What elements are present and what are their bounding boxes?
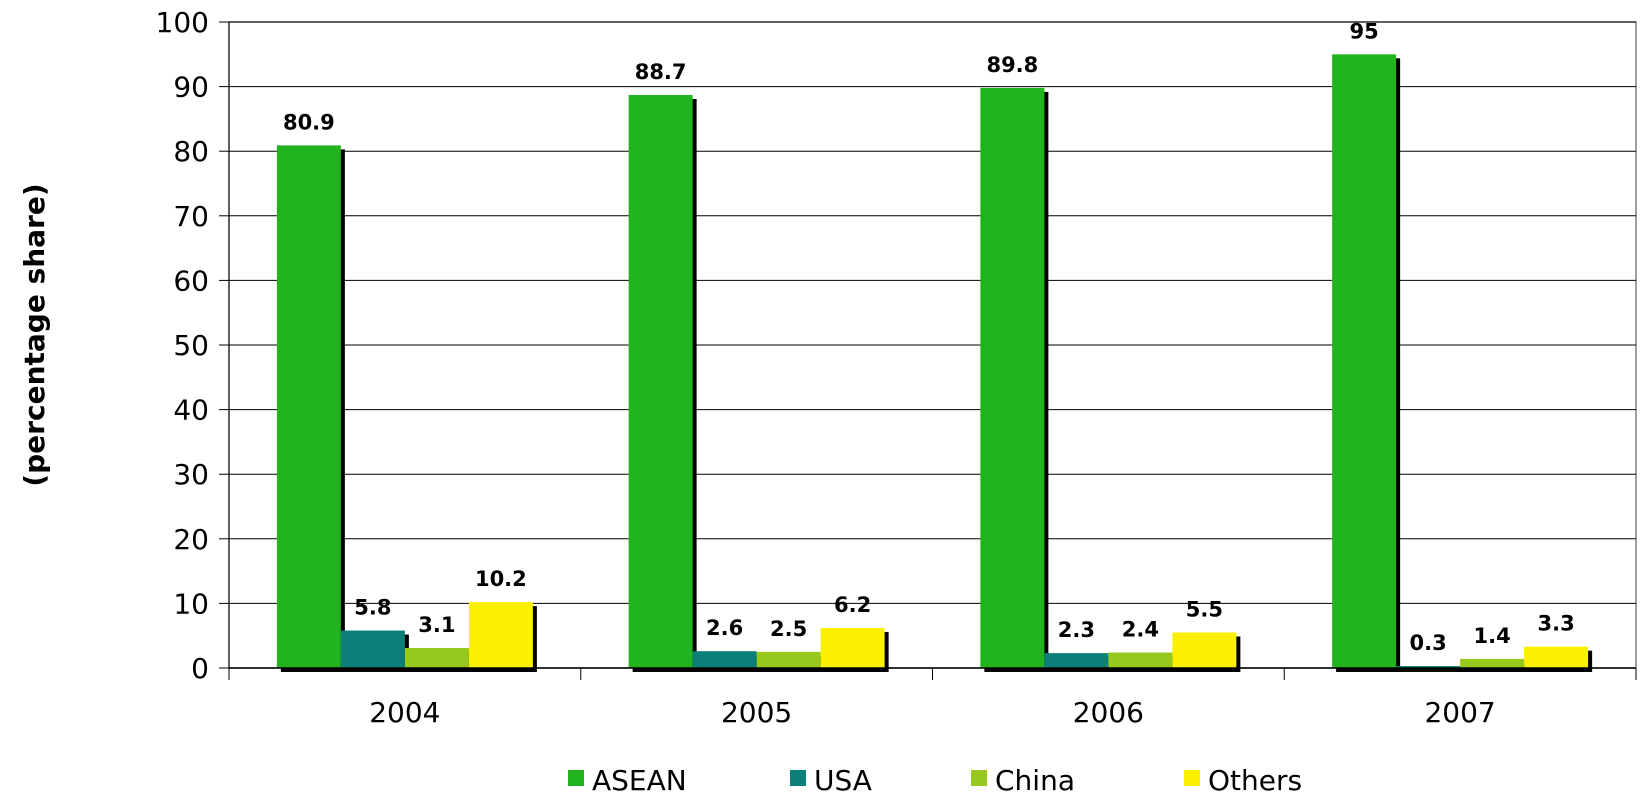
- bar-others-2004: [468, 602, 533, 668]
- data-label-others-2005: 6.2: [834, 593, 871, 617]
- bar-china-2004: [404, 647, 469, 668]
- x-tick-label: 2004: [369, 696, 440, 729]
- bar-asean-2004: [276, 145, 341, 669]
- data-label-asean-2005: 88.7: [635, 60, 687, 84]
- y-tick-label: 90: [173, 71, 209, 104]
- bar-asean-2006: [980, 87, 1045, 669]
- bar-usa-2004: [340, 630, 405, 668]
- legend: ASEAN USA China Others: [568, 764, 1302, 797]
- axes: 0 10 20 30 40 50 60 70 80 90 100 2004 2005 2006 2007: [156, 6, 1637, 729]
- data-label-china-2004: 3.1: [418, 613, 455, 637]
- x-tick-label: 2006: [1073, 696, 1144, 729]
- y-tick-label: 50: [173, 329, 209, 362]
- legend-swatch-others: [1184, 770, 1200, 786]
- bar-asean-2005: [628, 94, 693, 669]
- bar-group-shadow: [1336, 668, 1593, 672]
- bars: [276, 54, 1593, 672]
- y-tick-label: 0: [191, 652, 209, 685]
- legend-label-usa: USA: [814, 764, 872, 797]
- data-label-others-2006: 5.5: [1186, 597, 1223, 621]
- legend-swatch-asean: [568, 770, 584, 786]
- data-label-others-2004: 10.2: [475, 567, 527, 591]
- legend-swatch-usa: [790, 770, 806, 786]
- data-label-usa-2004: 5.8: [354, 596, 391, 620]
- data-label-china-2005: 2.5: [770, 617, 807, 641]
- data-label-usa-2006: 2.3: [1058, 618, 1095, 642]
- y-tick-label: 10: [173, 587, 209, 620]
- bar-usa-2006: [1044, 653, 1109, 668]
- y-tick-label: 100: [156, 6, 209, 39]
- y-tick-label: 80: [173, 135, 209, 168]
- legend-swatch-china: [971, 770, 987, 786]
- data-label-china-2007: 1.4: [1474, 624, 1511, 648]
- data-label-china-2006: 2.4: [1122, 617, 1159, 641]
- gridlines: [228, 21, 1637, 669]
- data-label-asean-2007: 95: [1350, 19, 1379, 43]
- bar-china-2006: [1108, 652, 1173, 668]
- data-label-asean-2004: 80.9: [283, 110, 335, 134]
- y-axis-title: (percentage share): [18, 183, 51, 486]
- bar-group-shadow: [280, 668, 537, 672]
- data-label-others-2007: 3.3: [1538, 612, 1575, 636]
- y-tick-label: 60: [173, 264, 209, 297]
- bar-others-2007: [1524, 646, 1589, 668]
- data-labels: 80.9 5.8 3.1 10.2 88.7 2.6 2.5 6.2 89.8 2.3 2.4 5.5…: [283, 19, 1575, 655]
- bar-usa-2005: [692, 651, 757, 668]
- x-tick-label: 2007: [1424, 696, 1495, 729]
- legend-label-asean: ASEAN: [592, 764, 687, 797]
- legend-label-china: China: [995, 764, 1075, 797]
- data-label-usa-2005: 2.6: [706, 616, 743, 640]
- bar-others-2005: [820, 627, 885, 668]
- y-tick-label: 40: [173, 394, 209, 427]
- bar-group-shadow: [632, 668, 889, 672]
- bar-others-2006: [1172, 632, 1237, 668]
- data-label-asean-2006: 89.8: [986, 53, 1038, 77]
- x-tick-label: 2005: [721, 696, 792, 729]
- bar-group-shadow: [984, 668, 1241, 672]
- bar-asean-2007: [1332, 54, 1397, 669]
- y-tick-label: 30: [173, 458, 209, 491]
- y-tick-label: 20: [173, 523, 209, 556]
- bar-usa-2007: [1396, 666, 1461, 668]
- bar-china-2005: [756, 651, 821, 668]
- bar-china-2007: [1460, 658, 1525, 668]
- legend-label-others: Others: [1208, 764, 1302, 797]
- data-label-usa-2007: 0.3: [1410, 631, 1447, 655]
- y-tick-label: 70: [173, 200, 209, 233]
